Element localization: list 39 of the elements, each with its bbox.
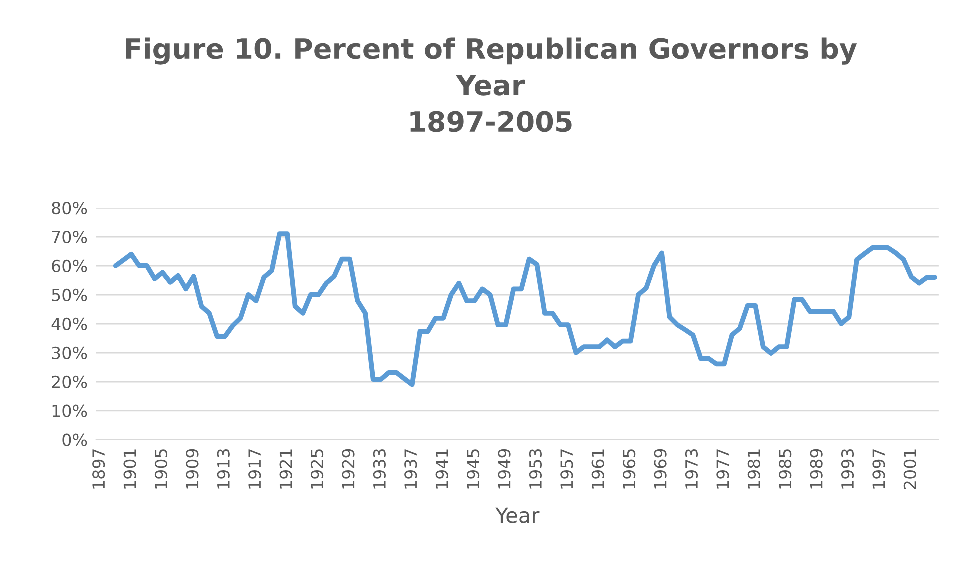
x-tick-label: 1897 (92, 450, 106, 489)
y-tick-label: 0% (62, 434, 88, 446)
y-tick-label: 30% (52, 346, 88, 360)
x-tick-label: 1985 (779, 450, 792, 489)
chart-title: Figure 10. Percent of Republican Governors by Year 1897-2005 (126, 38, 858, 132)
x-tick-label: 1993 (841, 449, 854, 489)
y-tick-label: 60% (52, 260, 88, 273)
y-tick-label: 80% (52, 202, 88, 215)
x-tick-label: 1925 (310, 450, 324, 489)
x-tick-label: 1989 (810, 449, 823, 489)
x-tick-label: 1937 (404, 450, 418, 489)
x-tick-label: 1921 (280, 450, 292, 489)
x-tick-label: 1929 (342, 449, 355, 489)
x-tick-label: 1961 (592, 450, 604, 489)
y-tick-label: 40% (52, 318, 88, 330)
x-tick-label: 1981 (748, 450, 760, 489)
x-tick-label: 1997 (872, 450, 886, 489)
x-tick-label: 1969 (654, 449, 667, 489)
x-tick-label: 1909 (186, 449, 199, 489)
y-tick-label: 20% (52, 376, 88, 388)
x-tick-label: 1933 (373, 449, 386, 489)
y-tick-label: 10% (52, 404, 88, 418)
y-tick-label: 50% (52, 288, 88, 302)
x-tick-label: 1905 (154, 450, 168, 489)
x-axis-title: Year (496, 508, 540, 524)
x-tick-label: 1917 (248, 450, 262, 489)
x-tick-label: 1901 (124, 450, 136, 489)
x-tick-label: 1973 (685, 449, 698, 489)
x-tick-label: 1913 (217, 449, 230, 489)
x-tick-label: 1957 (560, 450, 574, 489)
x-tick-label: 1965 (623, 450, 636, 489)
x-tick-label: 2001 (904, 450, 916, 490)
x-tick-label: 1945 (466, 450, 480, 489)
x-tick-label: 1977 (716, 450, 730, 489)
x-tick-label: 1941 (436, 450, 448, 489)
y-tick-label: 70% (52, 230, 88, 244)
line-series (113, 232, 938, 388)
x-tick-label: 1949 (498, 449, 511, 489)
x-tick-label: 1953 (529, 449, 542, 489)
